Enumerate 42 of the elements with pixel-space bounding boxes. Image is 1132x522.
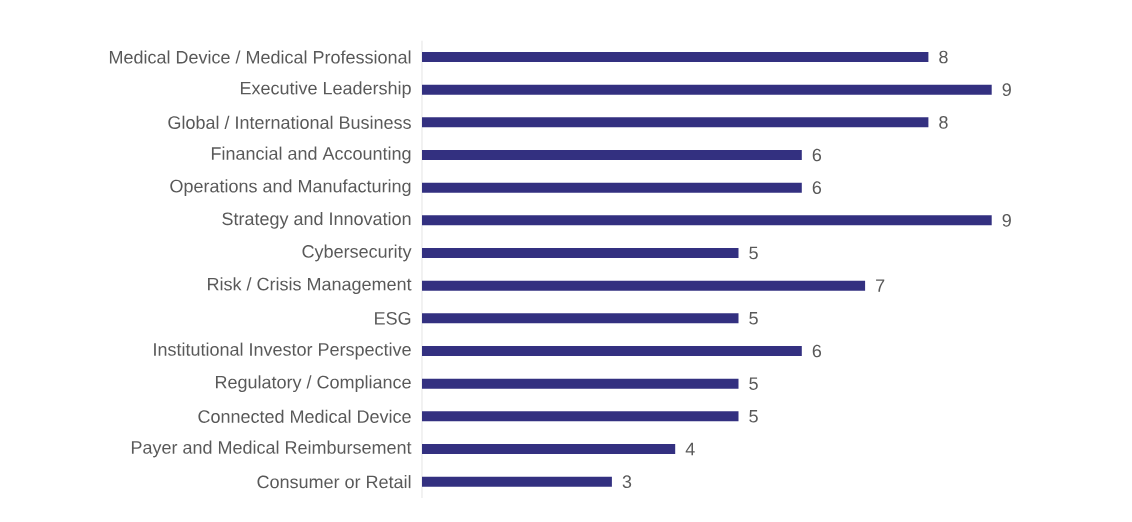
data-label: 3 <box>622 475 632 489</box>
data-label: 4 <box>685 442 695 456</box>
bar <box>422 182 802 193</box>
bar <box>422 248 739 258</box>
bar <box>422 476 612 487</box>
bar <box>422 378 739 389</box>
y-tick-label: Institutional Investor Perspective <box>154 342 411 360</box>
y-tick-label: ESG <box>375 311 411 325</box>
y-tick-label: Connected Medical Device <box>198 409 411 423</box>
y-tick-label: Operations and Manufacturing <box>170 179 411 197</box>
bar <box>422 52 929 62</box>
y-tick-label: Risk / Crisis Management <box>208 277 412 295</box>
data-label: 5 <box>749 377 758 390</box>
data-label: 9 <box>1002 83 1011 97</box>
data-label: 6 <box>812 181 822 195</box>
bar <box>422 117 929 128</box>
bar <box>422 411 739 422</box>
bar <box>422 444 676 455</box>
data-label: 6 <box>812 148 822 162</box>
data-label: 5 <box>749 246 758 260</box>
data-label: 8 <box>939 50 948 64</box>
y-tick-label: Consumer or Retail <box>257 475 411 489</box>
y-tick-label: Payer and Medical Reimbursement <box>131 440 412 458</box>
data-label: 8 <box>939 115 948 129</box>
y-tick-label: Executive Leadership <box>240 81 411 99</box>
bar <box>422 346 802 356</box>
y-tick-label: Medical Device / Medical Professional <box>109 50 411 64</box>
bar <box>422 215 992 226</box>
data-label: 6 <box>812 344 822 358</box>
bar <box>422 280 866 291</box>
bar <box>422 150 802 160</box>
y-tick-label: Financial and Accounting <box>211 146 411 164</box>
data-label: 5 <box>749 410 758 423</box>
data-label: 5 <box>749 312 758 325</box>
y-tick-label: Global / International Business <box>168 115 411 129</box>
bar <box>422 313 739 324</box>
data-label: 7 <box>876 279 885 292</box>
y-tick-label: Strategy and Innovation <box>222 211 411 229</box>
y-tick-label: Regulatory / Compliance <box>215 375 411 393</box>
bar <box>422 84 992 95</box>
data-label: 9 <box>1002 213 1011 227</box>
y-tick-label: Cybersecurity <box>302 244 412 262</box>
